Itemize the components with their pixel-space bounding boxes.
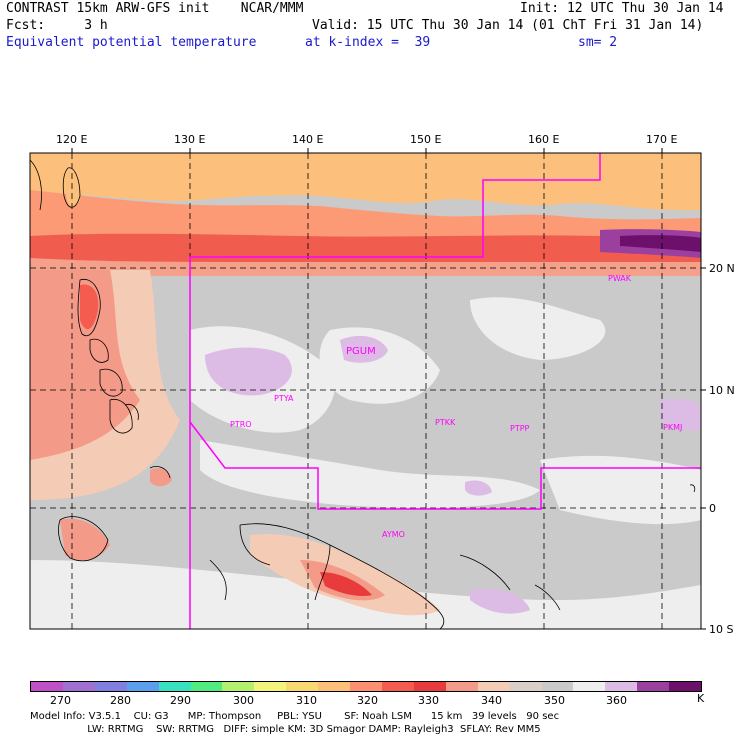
smoothing-info: sm= 2 bbox=[578, 35, 618, 50]
colorbar-swatch bbox=[31, 682, 63, 691]
colorbar-swatch bbox=[669, 682, 702, 691]
valid-time: Valid: 15 UTC Thu 30 Jan 14 (01 ChT Fri … bbox=[312, 18, 704, 33]
graticule bbox=[30, 153, 701, 629]
lon-label-140e: 140 E bbox=[292, 133, 324, 146]
lon-label-160e: 160 E bbox=[528, 133, 560, 146]
level-info: at k-index = 39 bbox=[305, 35, 431, 50]
colorbar-label-280: 280 bbox=[110, 694, 131, 707]
model-info-line2: LW: RRTMG SW: RRTMG DIFF: simple KM: 3D … bbox=[30, 724, 541, 735]
init-time: Init: 12 UTC Thu 30 Jan 14 bbox=[520, 1, 724, 16]
colorbar-label-320: 320 bbox=[357, 694, 378, 707]
station-aymo: AYMO bbox=[382, 530, 405, 539]
station-ptpp: PTPP bbox=[510, 424, 530, 433]
lon-label-130e: 130 E bbox=[174, 133, 206, 146]
map-fill-layer bbox=[30, 153, 701, 629]
colorbar-swatch bbox=[445, 682, 478, 691]
colorbar-swatch bbox=[413, 682, 446, 691]
colorbar-label-340: 340 bbox=[481, 694, 502, 707]
lon-label-150e: 150 E bbox=[410, 133, 442, 146]
colorbar-swatch bbox=[381, 682, 414, 691]
station-pwak: PWAK bbox=[608, 274, 632, 283]
field-name: Equivalent potential temperature bbox=[6, 35, 257, 50]
lon-label-120e: 120 E bbox=[56, 133, 88, 146]
coastlines bbox=[29, 159, 696, 630]
colorbar-label-270: 270 bbox=[50, 694, 71, 707]
region-boundary bbox=[189, 153, 601, 629]
colorbar-swatch bbox=[541, 682, 574, 691]
colorbar-label-300: 300 bbox=[233, 694, 254, 707]
colorbar-swatch bbox=[254, 682, 287, 691]
colorbar-swatch bbox=[190, 682, 223, 691]
station-pgum: PGUM bbox=[346, 346, 376, 357]
colorbar-swatch bbox=[318, 682, 351, 691]
colorbar-swatch bbox=[158, 682, 191, 691]
model-info-line1: Model Info: V3.5.1 CU: G3 MP: Thompson P… bbox=[30, 711, 560, 722]
colorbar-swatch bbox=[62, 682, 95, 691]
colorbar-swatch bbox=[573, 682, 606, 691]
station-ptya: PTYA bbox=[274, 394, 294, 403]
colorbar-swatch bbox=[94, 682, 127, 691]
station-ptro: PTRO bbox=[230, 420, 252, 429]
lat-label-10n: 10 N bbox=[709, 384, 735, 397]
model-title: CONTRAST 15km ARW-GFS init NCAR/MMM bbox=[6, 1, 304, 16]
colorbar-swatch bbox=[126, 682, 159, 691]
lon-label-170e: 170 E bbox=[646, 133, 678, 146]
lat-label-10s: 10 S bbox=[709, 623, 734, 636]
lat-label-20n: 20 N bbox=[709, 262, 735, 275]
colorbar-label-310: 310 bbox=[296, 694, 317, 707]
colorbar-label-360: 360 bbox=[606, 694, 627, 707]
station-pkmj: PKMJ bbox=[663, 423, 683, 432]
colorbar-label-290: 290 bbox=[170, 694, 191, 707]
colorbar-label-330: 330 bbox=[418, 694, 439, 707]
colorbar-swatch bbox=[350, 682, 382, 691]
map-frame bbox=[29, 152, 702, 630]
lat-label-0: 0 bbox=[709, 502, 716, 515]
colorbar-label-350: 350 bbox=[544, 694, 565, 707]
station-ptkk: PTKK bbox=[435, 418, 456, 427]
forecast-hour: Fcst: 3 h bbox=[6, 18, 108, 33]
colorbar-swatch bbox=[477, 682, 510, 691]
colorbar-swatch bbox=[222, 682, 255, 691]
colorbar-swatch bbox=[509, 682, 542, 691]
colorbar-swatch bbox=[637, 682, 670, 691]
colorbar-swatch bbox=[286, 682, 319, 691]
colorbar-swatch bbox=[605, 682, 638, 691]
colorbar bbox=[30, 681, 702, 692]
colorbar-unit: K bbox=[697, 692, 705, 705]
